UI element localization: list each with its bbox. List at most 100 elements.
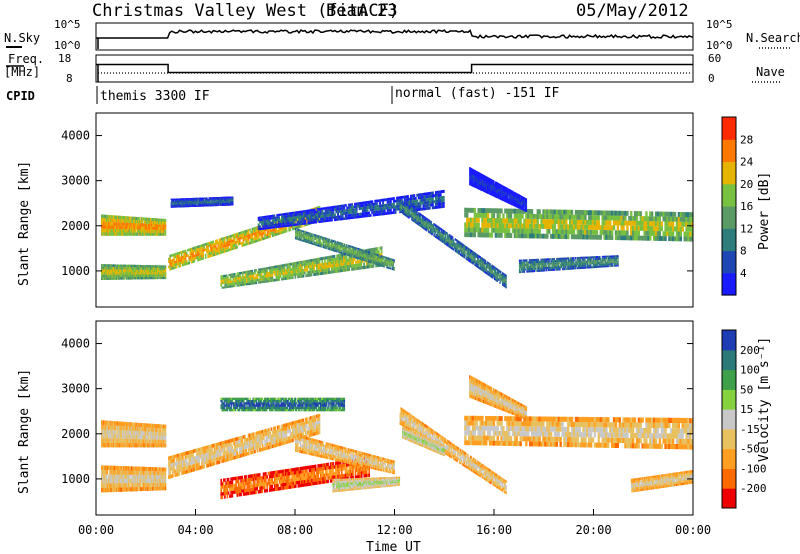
echo-cell [417, 193, 420, 197]
echo-cell [309, 238, 311, 241]
echo-cell [289, 276, 291, 280]
echo-cell [133, 220, 136, 224]
echo-cell [102, 232, 104, 236]
echo-cell [504, 274, 506, 277]
echo-cell [244, 235, 246, 239]
echo-cell [327, 240, 329, 243]
echo-cell [316, 236, 318, 239]
echo-cell [367, 250, 369, 253]
echo-cell [301, 212, 304, 216]
echo-cell [255, 269, 258, 272]
echo-cell [389, 263, 391, 266]
echo-cell [244, 243, 246, 247]
echo-cell [124, 222, 126, 226]
echo-cell [341, 262, 344, 266]
echo-cell [476, 260, 478, 263]
echo-cell [441, 235, 443, 238]
echo-cell [310, 240, 312, 243]
echo-cell [570, 219, 574, 225]
echo-cell [429, 222, 432, 225]
echo-cell [317, 272, 320, 276]
echo-cell [261, 235, 264, 238]
echo-cell [316, 206, 318, 210]
echo-cell [314, 243, 317, 246]
echo-cell [352, 248, 354, 250]
echo-cell [546, 228, 549, 234]
echo-cell [332, 258, 334, 262]
echo-cell [412, 212, 414, 215]
echo-cell [277, 265, 279, 268]
echo-cell [310, 242, 312, 245]
echo-cell [384, 260, 386, 263]
echo-cell [383, 256, 385, 259]
echo-cell [291, 214, 294, 217]
echo-cell [416, 193, 419, 197]
echo-cell [245, 235, 247, 238]
echo-cell [118, 264, 120, 267]
echo-cell [403, 198, 406, 202]
echo-cell [387, 261, 390, 264]
echo-cell [331, 247, 333, 249]
echo-cell [383, 261, 385, 264]
echo-cell [407, 204, 409, 207]
echo-cell [482, 264, 484, 268]
echo-cell [427, 227, 429, 230]
echo-cell [559, 234, 562, 239]
echo-cell [355, 256, 357, 259]
echo-cell [496, 268, 498, 271]
echo-cell [266, 230, 269, 234]
echo-cell [313, 233, 315, 236]
echo-cell [444, 240, 447, 243]
echo-cell [468, 217, 471, 223]
echo-cell [372, 213, 375, 217]
echo-cell [271, 271, 274, 274]
echo-cell [263, 227, 266, 230]
echo-cell [481, 262, 483, 265]
echo-cell [275, 273, 278, 276]
echo-cell [353, 257, 356, 261]
echo-cell [295, 233, 297, 236]
echo-cell [188, 256, 191, 259]
echo-cell [368, 255, 370, 257]
echo-cell [283, 269, 286, 272]
echo-cell [399, 203, 401, 206]
echo-cell [392, 262, 394, 265]
echo-cell [435, 231, 437, 234]
echo-cell [207, 255, 209, 259]
echo-cell [340, 217, 343, 221]
echo-cell [459, 241, 461, 244]
echo-cell [363, 204, 366, 207]
echo-cell [447, 235, 449, 238]
echo-cell [270, 229, 273, 233]
echo-cell [314, 238, 317, 240]
echo-cell [413, 215, 415, 218]
echo-cell [244, 230, 246, 233]
echo-cell [271, 274, 274, 277]
echo-cell [261, 229, 264, 233]
echo-cell [488, 232, 492, 238]
echo-cell [174, 253, 177, 256]
echo-cell [277, 275, 279, 279]
echo-cell [174, 260, 177, 264]
echo-cell [540, 223, 543, 229]
echo-cell [267, 220, 269, 223]
echo-cell [152, 269, 154, 273]
echo-cell [213, 250, 216, 254]
echo-cell [288, 229, 290, 232]
echo-cell [427, 192, 430, 196]
echo-cell [242, 236, 245, 239]
echo-cell [248, 272, 251, 276]
echo-cell [358, 252, 360, 254]
echo-cell [247, 275, 249, 278]
echo-cell [354, 248, 356, 251]
echo-cell [224, 281, 227, 284]
echo-cell [318, 208, 321, 211]
echo-cell [281, 272, 283, 276]
echo-cell [371, 264, 373, 268]
echo-cell [375, 257, 377, 261]
echo-cell [442, 189, 445, 193]
echo-cell [496, 213, 499, 219]
echo-cell [233, 277, 236, 280]
echo-cell [446, 239, 448, 242]
echo-cell [180, 251, 183, 254]
